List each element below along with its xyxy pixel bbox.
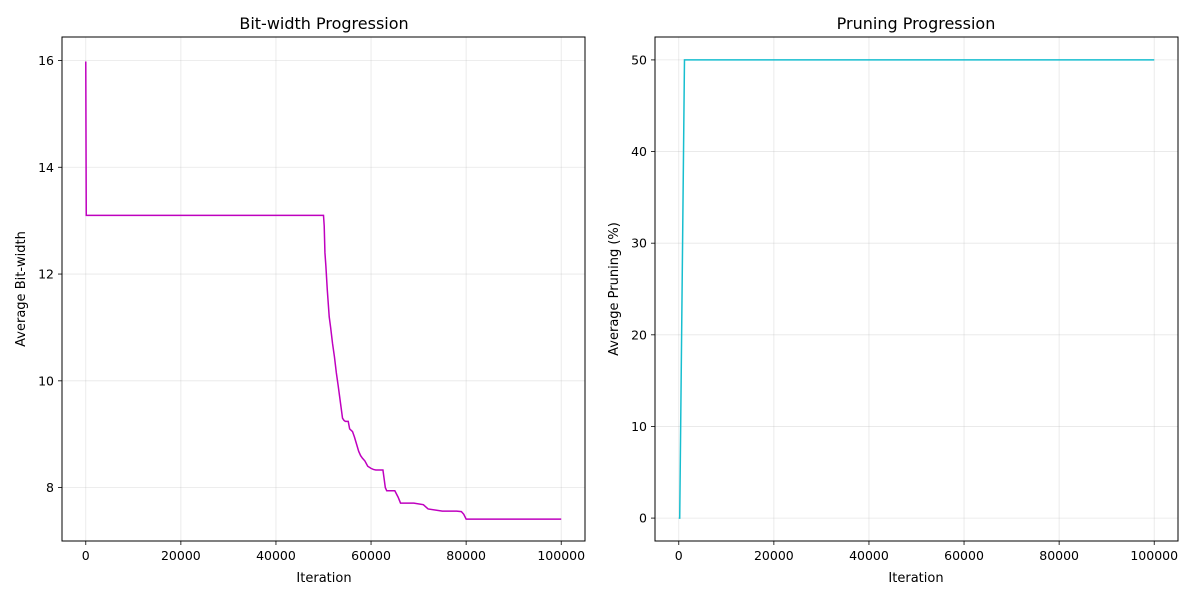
series-layer [678, 59, 1155, 519]
x-tick-label: 80000 [446, 548, 486, 563]
y-tick-label: 14 [38, 160, 54, 175]
y-tick-label: 30 [631, 236, 647, 251]
tick-layer: 0 20000 40000 60000 80000 100000 8 10 12 14 16 [38, 53, 585, 563]
x-tick-label: 100000 [537, 548, 585, 563]
chart-title: Bit-width Progression [239, 14, 408, 33]
x-tick-label: 40000 [849, 548, 889, 563]
y-tick-label: 20 [631, 327, 647, 342]
y-tick-label: 10 [631, 419, 647, 434]
y-tick-label: 10 [38, 373, 54, 388]
y-tick-label: 16 [38, 53, 54, 68]
x-tick-label: 100000 [1130, 548, 1178, 563]
x-tick-label: 60000 [944, 548, 984, 563]
y-tick-label: 40 [631, 144, 647, 159]
y-tick-label: 12 [38, 267, 54, 282]
x-tick-label: 80000 [1039, 548, 1079, 563]
grid-lines [62, 37, 585, 541]
x-tick-label: 40000 [256, 548, 296, 563]
tick-layer: 0 20000 40000 60000 80000 100000 0 10 20 30 40 50 [631, 52, 1178, 563]
plot-frame [61, 36, 586, 542]
series-layer [85, 61, 562, 520]
x-tick-label: 20000 [754, 548, 794, 563]
y-tick-label: 50 [631, 52, 647, 67]
x-tick-label: 20000 [161, 548, 201, 563]
x-axis-label: Iteration [888, 571, 943, 586]
x-tick-label: 0 [82, 548, 90, 563]
y-tick-label: 8 [46, 480, 54, 495]
series-line [678, 59, 1155, 519]
pruning-chart: Pruning Progression 0 20000 40000 60000 8000… [607, 14, 1179, 586]
x-axis-label: Iteration [296, 571, 351, 586]
grid-lines [655, 37, 1178, 541]
chart-title: Pruning Progression [837, 14, 996, 33]
x-tick-label: 0 [675, 548, 683, 563]
bit-width-chart: Bit-width Progression 0 20000 40000 60000 80… [14, 14, 586, 586]
x-tick-label: 60000 [351, 548, 391, 563]
plot-frame [654, 36, 1179, 542]
y-axis-label: Average Pruning (%) [607, 222, 622, 356]
y-tick-label: 0 [639, 511, 647, 526]
series-line [85, 61, 562, 520]
y-axis-label: Average Bit-width [14, 231, 29, 347]
